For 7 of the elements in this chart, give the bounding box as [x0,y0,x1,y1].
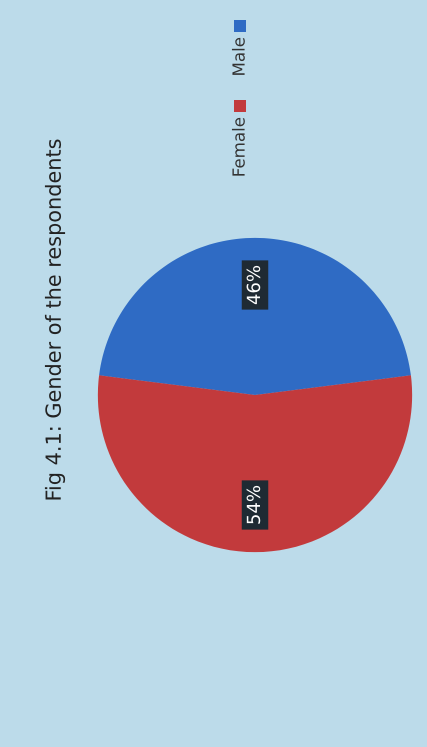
text: Fig 4.1: Gender of the respondents [44,140,66,500]
pie-slice [99,238,411,395]
legend-label: Female [232,118,245,176]
pie-slice [98,375,412,552]
data-label: 46% [246,266,260,304]
legend-label: Male [232,38,245,75]
data-label: 54% [246,486,260,524]
